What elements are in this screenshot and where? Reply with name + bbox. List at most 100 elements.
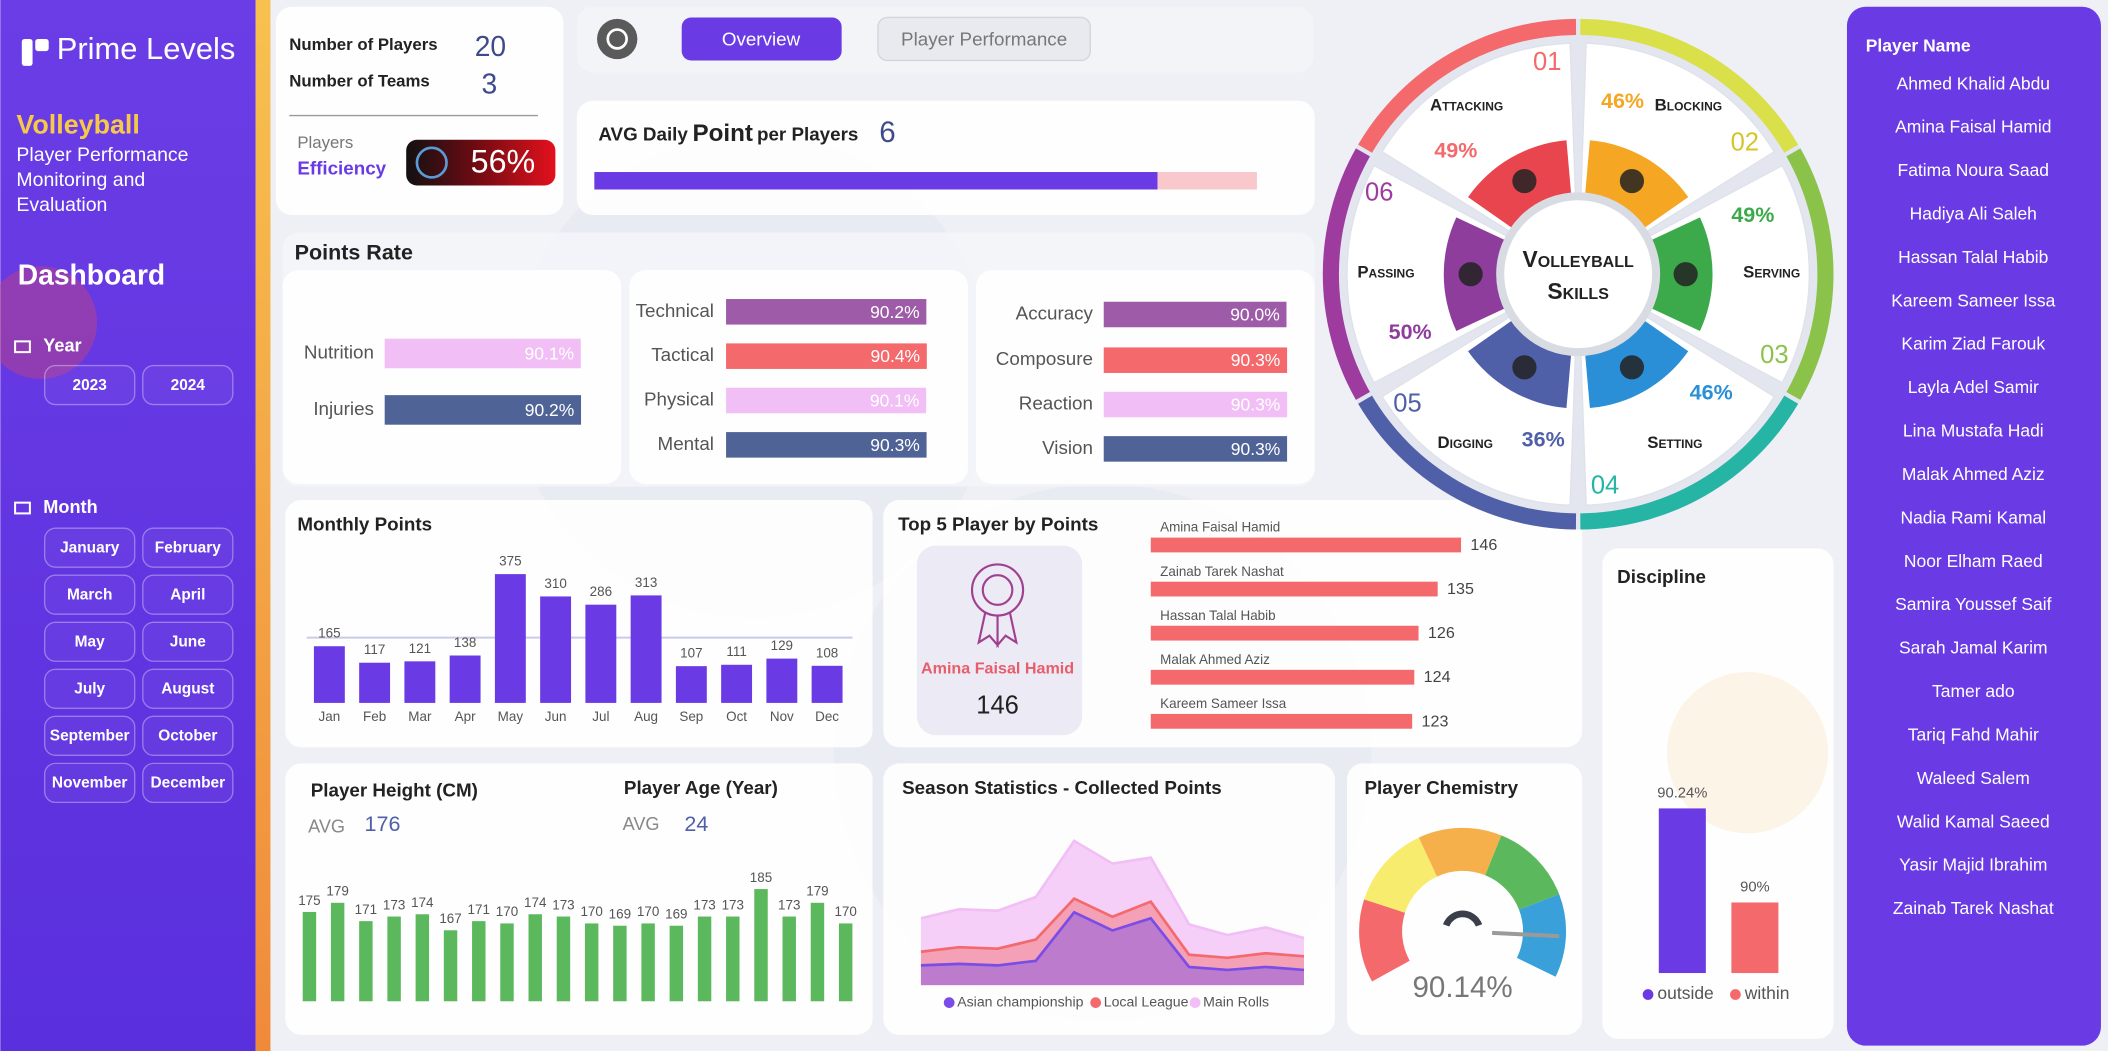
skill-number: 05 [1393,389,1421,417]
slicer-button[interactable] [43,574,136,615]
player-name[interactable]: Hadiya Ali Saleh [1910,204,2037,224]
chart-title: Points Rate [295,241,413,265]
legend-label: Local League [1104,993,1189,1009]
slicer-button-label[interactable]: January [60,539,120,556]
slicer-button[interactable] [142,762,234,804]
skill-name: Passing [1357,262,1414,281]
sidebar-stripe [255,0,271,1051]
value-label: 124 [1424,668,1451,686]
slicer-button-label[interactable]: September [50,728,130,745]
player-name[interactable]: Samira Youssef Saif [1895,594,2051,614]
player-name[interactable]: Sarah Jamal Karim [1899,638,2048,658]
slicer-button[interactable] [142,364,234,406]
sidebar [0,0,256,1051]
x-tick-label: Apr [455,709,476,724]
player-name[interactable]: Hassan Talal Habib [1898,247,2048,267]
slicer-button-label[interactable]: 2023 [73,377,108,394]
legend-marker [1090,997,1102,1008]
slicer-button-label[interactable]: November [52,775,128,792]
tab[interactable] [681,17,842,61]
slicer-button-label[interactable]: August [161,681,214,698]
card [285,763,873,1035]
tab-label[interactable]: Overview [722,28,801,49]
slicer-button[interactable] [43,527,136,568]
brand: Prime Levels [57,31,236,66]
x-tick-label: Sep [679,709,703,724]
slicer-button[interactable] [43,668,136,709]
slicer-button[interactable] [142,621,234,662]
player-name[interactable]: Walid Kamal Saeed [1897,811,2050,831]
slicer-button-label[interactable]: February [155,539,221,556]
value-label: 90.3% [1231,350,1281,370]
player-name[interactable]: Yasir Majid Ibrahim [1899,855,2047,875]
bar [726,299,927,325]
bar [782,916,796,1002]
category-label: Amina Faisal Hamid [1160,520,1280,535]
slicer-button-label[interactable]: October [158,728,217,745]
x-tick-label: Feb [363,709,386,724]
value-label: 171 [355,902,377,917]
filter-icon [14,501,31,515]
player-name[interactable]: Malak Ahmed Aziz [1902,464,2045,484]
reset-button[interactable] [597,18,638,60]
skill-percent: 49% [1434,139,1477,163]
slicer-button-label[interactable]: May [75,634,105,651]
player-name[interactable]: Noor Elham Raed [1904,551,2043,571]
x-tick-label: Jun [545,709,567,724]
skill-icon [1458,262,1483,287]
bar [449,655,481,703]
category-label: Mental [658,433,714,454]
value-label: 90.1% [525,343,575,363]
slicer-button[interactable] [43,364,136,406]
skill-name: Attacking [1430,96,1503,115]
bar [721,664,753,703]
x-tick-label: May [498,709,524,724]
slicer-button-label[interactable]: June [170,634,206,651]
slicer-button[interactable] [142,527,234,568]
slicer-button-label[interactable]: December [150,775,225,792]
tab-label[interactable]: Player Performance [901,28,1067,49]
player-name[interactable]: Fatima Noura Saad [1898,160,2049,180]
bar [726,916,740,1002]
slicer-button-label[interactable]: July [74,681,105,698]
player-name[interactable]: Layla Adel Samir [1908,377,2039,397]
tab[interactable] [877,16,1091,62]
gauge-band [1418,827,1502,877]
bar [472,921,486,1002]
value-label: 173 [383,897,405,912]
slicer-button[interactable] [43,621,136,662]
value-label: 90.2% [525,400,575,420]
slicer-button[interactable] [43,762,136,804]
slicer-button[interactable] [43,715,136,756]
wheel-ring [1580,395,1799,530]
slicer-button-label[interactable]: April [170,586,205,603]
kpi-label: Point [692,120,752,147]
subtitle: Monitoring and [16,169,145,191]
value-label: 375 [499,554,521,569]
category-label: Physical [644,388,714,409]
skill-icon [1512,355,1537,380]
player-name[interactable]: Zainab Tarek Nashat [1893,898,2054,918]
gauge-value: 90.14% [1412,971,1512,1004]
player-name[interactable]: Ahmed Khalid Abdu [1897,73,2050,93]
slicer-button[interactable] [142,574,234,615]
player-name[interactable]: Tamer ado [1932,681,2015,701]
player-name[interactable]: Waleed Salem [1917,768,2030,788]
player-name[interactable]: Lina Mustafa Hadi [1903,421,2044,441]
player-name[interactable]: Tariq Fahd Mahir [1908,724,2039,744]
player-name[interactable]: Amina Faisal Hamid [1895,117,2051,137]
player-name[interactable]: Karim Ziad Farouk [1901,334,2045,354]
skill-percent: 49% [1731,203,1774,227]
gauge-band [1359,899,1410,982]
subtitle: Player Performance [16,144,188,166]
player-name[interactable]: Kareem Sameer Issa [1891,290,2055,310]
value-label: 173 [693,897,715,912]
kpi-label: Number of Players [289,35,437,54]
slicer-button[interactable] [142,715,234,756]
efficiency-badge [406,139,556,186]
slicer-button-label[interactable]: March [67,586,112,603]
slicer-button[interactable] [142,668,234,709]
player-name[interactable]: Nadia Rami Kamal [1900,507,2046,527]
bar [330,902,345,1002]
slicer-button-label[interactable]: 2024 [171,377,206,394]
